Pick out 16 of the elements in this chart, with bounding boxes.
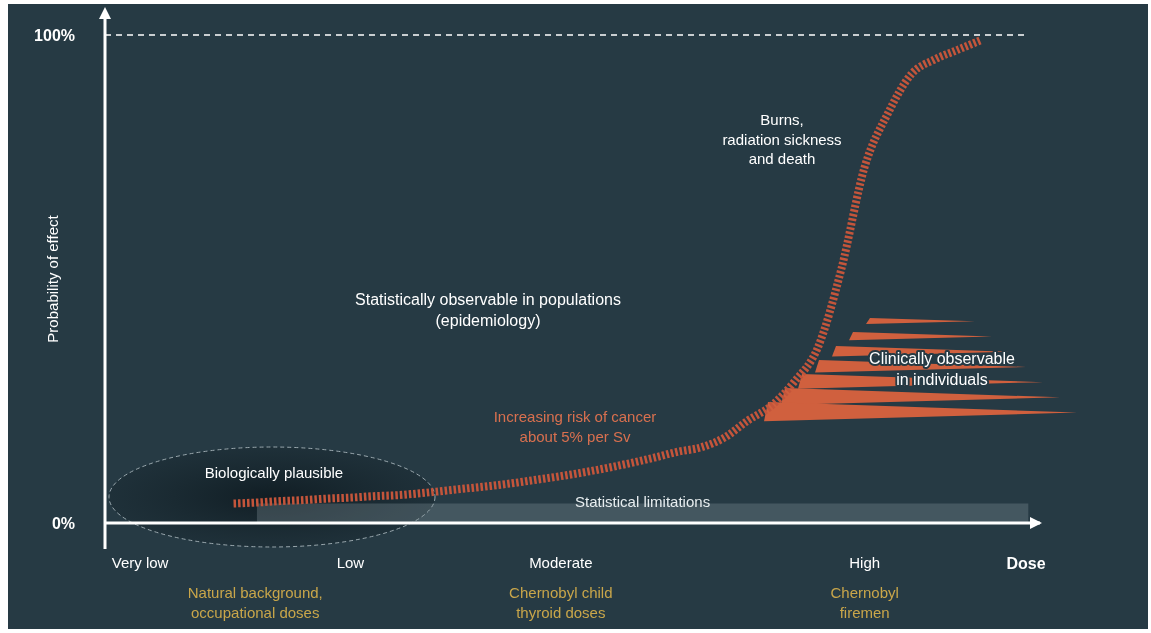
x-axis-title: Dose — [1006, 555, 1046, 572]
x-tick-label: Moderate — [529, 554, 593, 571]
annotation: Increasing risk of cancer about 5% per Sv — [493, 408, 657, 445]
annotation: Statistically observable in populations (epidemiology) — [355, 291, 621, 329]
text: Natural background, occupational doses — [187, 584, 323, 621]
annotation: Burns, radiation sickness and death — [722, 111, 842, 167]
x-tick-label: High — [849, 554, 881, 571]
x-tick-label: Very low — [111, 554, 169, 571]
y-axis-title: Probability of effect — [44, 214, 61, 343]
y-tick-label: 100% — [34, 26, 75, 44]
text: Chernobyl firemen — [830, 584, 899, 621]
x-tick-label: Low — [336, 554, 365, 571]
text: Chernobyl child thyroid doses — [509, 584, 613, 621]
band-label: Statistical limitations — [575, 493, 711, 511]
annotation: Biologically plausible — [204, 464, 344, 481]
y-tick-label: 0% — [51, 514, 75, 532]
